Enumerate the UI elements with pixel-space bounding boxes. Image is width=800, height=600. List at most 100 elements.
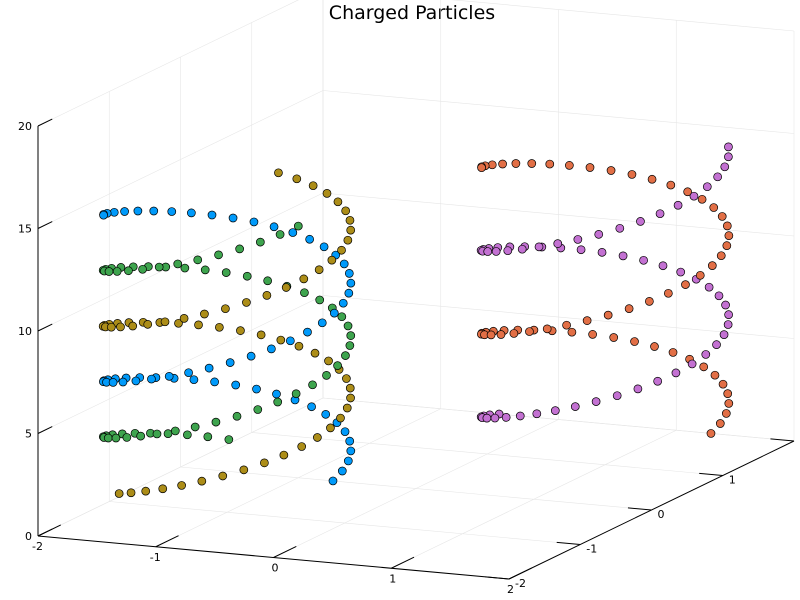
data-point-series-2: [697, 194, 707, 204]
data-point-series-2: [724, 399, 734, 408]
data-point-series-4: [532, 409, 542, 419]
data-point-series-1: [225, 358, 235, 367]
data-point-series-2: [722, 221, 732, 231]
data-point-series-2: [716, 251, 726, 261]
data-point-series-1: [272, 389, 281, 399]
data-point-series-4: [673, 200, 683, 210]
data-point-series-5: [106, 322, 116, 332]
data-point-series-3: [180, 263, 190, 273]
data-point-series-5: [141, 486, 151, 496]
data-point-series-2: [710, 370, 720, 380]
data-point-series-5: [160, 317, 170, 327]
y-tick-mark: [770, 438, 795, 442]
data-point-series-4: [573, 235, 583, 244]
z-tick-mark: [37, 528, 53, 537]
data-point-series-2: [647, 174, 657, 184]
data-point-series-2: [486, 330, 496, 340]
data-point-series-4: [653, 376, 663, 386]
data-point-series-5: [116, 322, 125, 332]
data-point-series-1: [288, 228, 298, 237]
data-point-series-1: [246, 351, 256, 361]
data-point-series-5: [221, 304, 230, 314]
y-tick-label: -2: [515, 577, 526, 590]
data-point-series-2: [706, 429, 716, 438]
data-point-series-2: [567, 327, 577, 337]
data-point-series-4: [676, 267, 686, 277]
data-point-series-2: [525, 327, 534, 336]
y-tick-mark: [627, 507, 652, 511]
data-point-series-3: [315, 295, 325, 305]
data-point-series-1: [328, 476, 338, 486]
data-point-series-3: [224, 435, 234, 444]
x-tick-label: -1: [150, 551, 161, 564]
data-point-series-3: [183, 430, 192, 440]
data-point-series-1: [249, 217, 259, 227]
data-point-series-3: [193, 255, 203, 265]
data-point-series-1: [337, 466, 347, 476]
data-point-series-4: [713, 172, 723, 182]
data-point-series-1: [346, 446, 356, 456]
data-point-series-2: [588, 330, 597, 339]
data-point-series-5: [324, 356, 333, 366]
data-point-series-4: [689, 191, 699, 201]
data-point-series-4: [483, 247, 493, 256]
data-point-series-2: [609, 333, 619, 342]
data-point-series-2: [527, 159, 537, 168]
data-point-series-2: [723, 389, 733, 398]
data-point-series-5: [174, 318, 183, 328]
data-point-series-3: [152, 429, 162, 439]
data-point-series-5: [297, 442, 307, 451]
data-point-series-2: [603, 310, 613, 320]
z-tick-mark: [37, 118, 53, 127]
grid-line: [251, 432, 723, 476]
data-point-series-5: [337, 245, 346, 255]
data-point-series-2: [477, 163, 486, 173]
data-point-series-1: [345, 436, 355, 446]
data-point-series-2: [509, 329, 519, 338]
data-point-series-1: [344, 269, 354, 278]
data-point-series-3: [214, 250, 223, 260]
data-point-series-4: [503, 246, 513, 256]
data-point-series-4: [712, 340, 721, 349]
data-point-series-1: [133, 206, 143, 216]
data-point-series-4: [723, 320, 733, 329]
z-tick-label: 0: [25, 530, 32, 543]
axes: [37, 118, 795, 580]
y-tick-label: 1: [729, 474, 736, 487]
data-point-series-3: [200, 265, 210, 275]
chart-title: Charged Particles: [329, 2, 495, 24]
data-point-series-3: [333, 361, 342, 370]
data-point-series-5: [215, 322, 224, 332]
data-point-series-1: [149, 206, 159, 216]
data-point-series-2: [627, 170, 637, 179]
data-point-series-3: [263, 276, 273, 286]
data-point-series-5: [294, 341, 304, 351]
data-point-series-2: [582, 316, 592, 325]
data-point-series-4: [612, 391, 622, 401]
data-point-series-1: [303, 327, 312, 337]
data-point-series-2: [545, 159, 555, 169]
data-point-series-3: [112, 267, 122, 276]
data-point-series-3: [346, 331, 356, 340]
data-point-series-1: [207, 210, 217, 220]
data-point-series-2: [707, 261, 717, 270]
data-point-series-4: [570, 402, 580, 411]
data-point-series-5: [310, 348, 320, 358]
data-point-series-2: [630, 337, 639, 346]
data-point-series-1: [252, 384, 261, 394]
data-point-series-3: [253, 405, 263, 414]
data-point-series-4: [591, 397, 601, 406]
data-point-series-1: [204, 363, 214, 373]
data-point-series-2: [668, 348, 678, 357]
data-point-series-5: [322, 189, 332, 198]
grid-line: [322, 295, 795, 339]
data-point-series-2: [681, 280, 690, 289]
y-tick-mark: [556, 541, 581, 545]
z-tick-label: 15: [18, 223, 32, 236]
data-point-series-5: [345, 383, 355, 393]
y-tick-label: 0: [658, 508, 665, 521]
data-point-series-1: [147, 374, 156, 384]
x-tick-label: 2: [507, 583, 514, 596]
x-tick-label: -2: [32, 540, 43, 553]
